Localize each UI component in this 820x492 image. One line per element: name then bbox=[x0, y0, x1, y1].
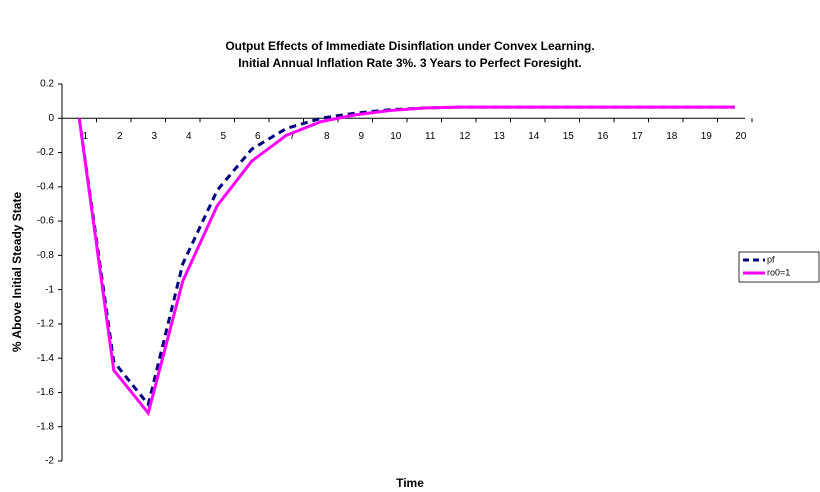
x-axis-label: Time bbox=[396, 476, 424, 490]
x-tick-label: 3 bbox=[151, 131, 157, 142]
x-tick-label: 7 bbox=[289, 131, 295, 142]
y-tick-label: 0.2 bbox=[40, 79, 54, 90]
x-tick-label: 10 bbox=[390, 131, 402, 142]
x-tick-label: 9 bbox=[358, 131, 364, 142]
y-tick-label: -0.2 bbox=[37, 147, 55, 158]
legend-label: ro0=1 bbox=[767, 267, 790, 277]
x-tick-label: 4 bbox=[186, 131, 192, 142]
y-axis-label: % Above Initial Steady State bbox=[10, 192, 24, 353]
y-tick-label: -1 bbox=[45, 284, 54, 295]
y-tick-label: -1.8 bbox=[37, 421, 55, 432]
x-tick-label: 13 bbox=[494, 131, 506, 142]
x-tick-label: 12 bbox=[459, 131, 471, 142]
x-tick-label: 6 bbox=[255, 131, 261, 142]
x-tick-label: 20 bbox=[735, 131, 747, 142]
y-tick-label: -2 bbox=[45, 456, 54, 467]
x-tick-label: 18 bbox=[666, 131, 678, 142]
y-tick-label: -1.4 bbox=[37, 353, 55, 364]
x-tick-label: 19 bbox=[701, 131, 713, 142]
x-tick-label: 5 bbox=[220, 131, 226, 142]
legend-label: pf bbox=[767, 254, 775, 264]
x-tick-label: 17 bbox=[632, 131, 644, 142]
y-tick-label: -1.6 bbox=[37, 387, 55, 398]
x-tick-label: 14 bbox=[528, 131, 540, 142]
y-tick-label: -0.8 bbox=[37, 250, 55, 261]
x-tick-label: 16 bbox=[597, 131, 609, 142]
x-tick-label: 2 bbox=[117, 131, 123, 142]
y-tick-label: -1.2 bbox=[37, 319, 55, 330]
chart-title: Output Effects of Immediate Disinflation… bbox=[225, 39, 594, 53]
y-tick-label: -0.6 bbox=[37, 216, 55, 227]
x-tick-label: 8 bbox=[324, 131, 330, 142]
legend-box bbox=[738, 251, 820, 283]
line-series bbox=[77, 105, 735, 408]
x-tick-label: 11 bbox=[425, 131, 436, 142]
y-tick-label: 0 bbox=[48, 113, 54, 124]
chart-subtitle: Initial Annual Inflation Rate 3%. 3 Year… bbox=[238, 56, 581, 70]
x-tick-label: 15 bbox=[563, 131, 575, 142]
line-series bbox=[77, 105, 735, 417]
y-tick-label: -0.4 bbox=[37, 181, 55, 192]
x-tick-label: 1 bbox=[82, 131, 88, 142]
